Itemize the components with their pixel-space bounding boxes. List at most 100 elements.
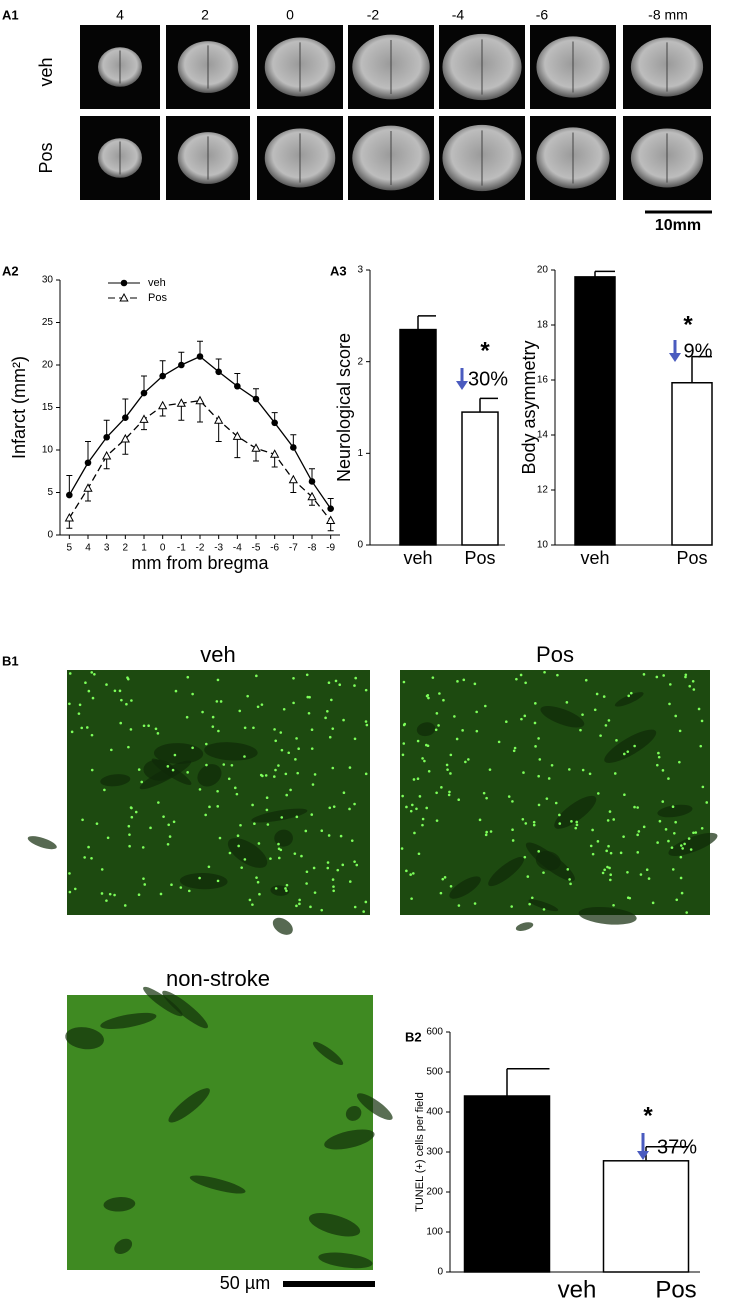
tunel-cell <box>633 805 636 809</box>
tunel-cell <box>100 868 104 871</box>
tunel-cell <box>680 891 684 895</box>
tunel-cell <box>657 755 661 759</box>
tissue-shadow <box>528 899 559 912</box>
y-tick-label: 600 <box>426 1027 443 1038</box>
tunel-cell <box>157 801 160 804</box>
tunel-cell <box>637 830 641 833</box>
tunel-cell <box>645 868 649 872</box>
tunel-cell <box>142 724 146 728</box>
marker <box>120 279 128 287</box>
tunel-cell <box>125 702 128 706</box>
bar <box>574 276 616 546</box>
tunel-cell <box>91 696 95 700</box>
image-title: veh <box>200 642 235 667</box>
tunel-cell <box>264 774 268 777</box>
tissue-shadow <box>103 1197 136 1212</box>
tunel-cell <box>606 865 609 869</box>
tunel-cell <box>258 892 261 896</box>
tunel-cell <box>464 760 467 764</box>
tunel-cell <box>679 855 683 859</box>
tunel-cell <box>473 682 477 686</box>
tunel-cell <box>84 681 87 684</box>
tunel-cell <box>534 702 537 705</box>
tunel-cell <box>700 827 704 830</box>
tunel-cell <box>483 704 487 708</box>
tunel-cell <box>405 869 408 873</box>
column-label: 0 <box>286 7 294 23</box>
tunel-cell <box>446 768 449 771</box>
tunel-cell <box>233 786 237 790</box>
y-tick-label: 25 <box>42 317 54 328</box>
tunel-cell <box>520 717 523 721</box>
tunel-cell <box>512 749 516 753</box>
y-tick-label: 18 <box>537 320 549 331</box>
significance-star: * <box>643 1102 653 1129</box>
tunel-cell <box>554 801 558 805</box>
x-tick-label: -2 <box>196 543 205 554</box>
tunel-cell <box>251 803 254 807</box>
tunel-cell <box>274 887 278 890</box>
tunel-cell <box>550 763 554 767</box>
x-tick-label: -9 <box>326 543 335 554</box>
tunel-cell <box>697 707 701 711</box>
tunel-cell <box>289 788 292 792</box>
tunel-cell <box>417 852 421 856</box>
tunel-cell <box>118 689 122 693</box>
tunel-cell <box>705 801 709 804</box>
decrease-arrowhead <box>669 353 681 362</box>
tunel-cell <box>334 679 338 683</box>
tunel-cell <box>684 673 688 677</box>
tunel-cell <box>280 748 284 752</box>
tunel-cell <box>308 695 311 699</box>
series-line <box>68 400 332 521</box>
tunel-cell <box>162 815 165 818</box>
legend-label: Pos <box>148 292 167 304</box>
tunel-cell <box>103 788 106 792</box>
marker <box>66 491 73 499</box>
tunel-cell <box>280 816 284 819</box>
x-tick-label: -1 <box>177 543 186 554</box>
tunel-cell <box>90 671 94 674</box>
y-axis-label: Body asymmetry <box>519 340 539 474</box>
tunel-cell <box>342 791 346 795</box>
tunel-cell <box>671 805 675 809</box>
tunel-cell <box>284 887 287 890</box>
panel-label: B2 <box>405 1029 422 1044</box>
panel-label: A1 <box>2 7 19 22</box>
x-tick-label: Pos <box>464 548 495 568</box>
tissue-shadow <box>100 774 131 787</box>
tunel-cell <box>243 858 247 861</box>
tunel-cell <box>236 834 240 838</box>
y-tick-label: 0 <box>357 540 363 551</box>
tunel-cell <box>613 772 617 775</box>
tunel-cell <box>307 711 311 715</box>
tunel-cell <box>678 760 681 764</box>
tunel-cell <box>222 763 226 766</box>
tunel-cell <box>90 768 94 772</box>
tunel-cell <box>656 841 659 844</box>
tunel-cell <box>489 830 493 833</box>
tunel-cell <box>364 900 368 904</box>
tunel-cell <box>588 772 592 776</box>
percent-change: 37% <box>657 1136 697 1158</box>
marker <box>214 415 224 424</box>
tunel-cell <box>678 729 682 733</box>
tunel-cell <box>354 676 358 680</box>
tunel-cell <box>457 798 461 802</box>
tunel-cell <box>350 839 354 842</box>
tunel-cell <box>410 897 413 900</box>
tunel-cell <box>331 727 335 730</box>
tunel-cell <box>126 676 129 679</box>
tunel-cell <box>219 700 223 703</box>
marker <box>288 474 298 484</box>
decrease-arrowhead <box>637 1151 649 1160</box>
tunel-cell <box>515 677 518 681</box>
tissue-shadow <box>356 1093 393 1120</box>
tissue-shadow <box>100 1012 157 1029</box>
error-bar <box>215 420 222 442</box>
tissue-shadow <box>27 836 57 850</box>
tunel-cell <box>198 876 201 880</box>
tunel-cell <box>542 908 546 911</box>
image-title: Pos <box>536 642 574 667</box>
tunel-cell <box>423 759 426 763</box>
